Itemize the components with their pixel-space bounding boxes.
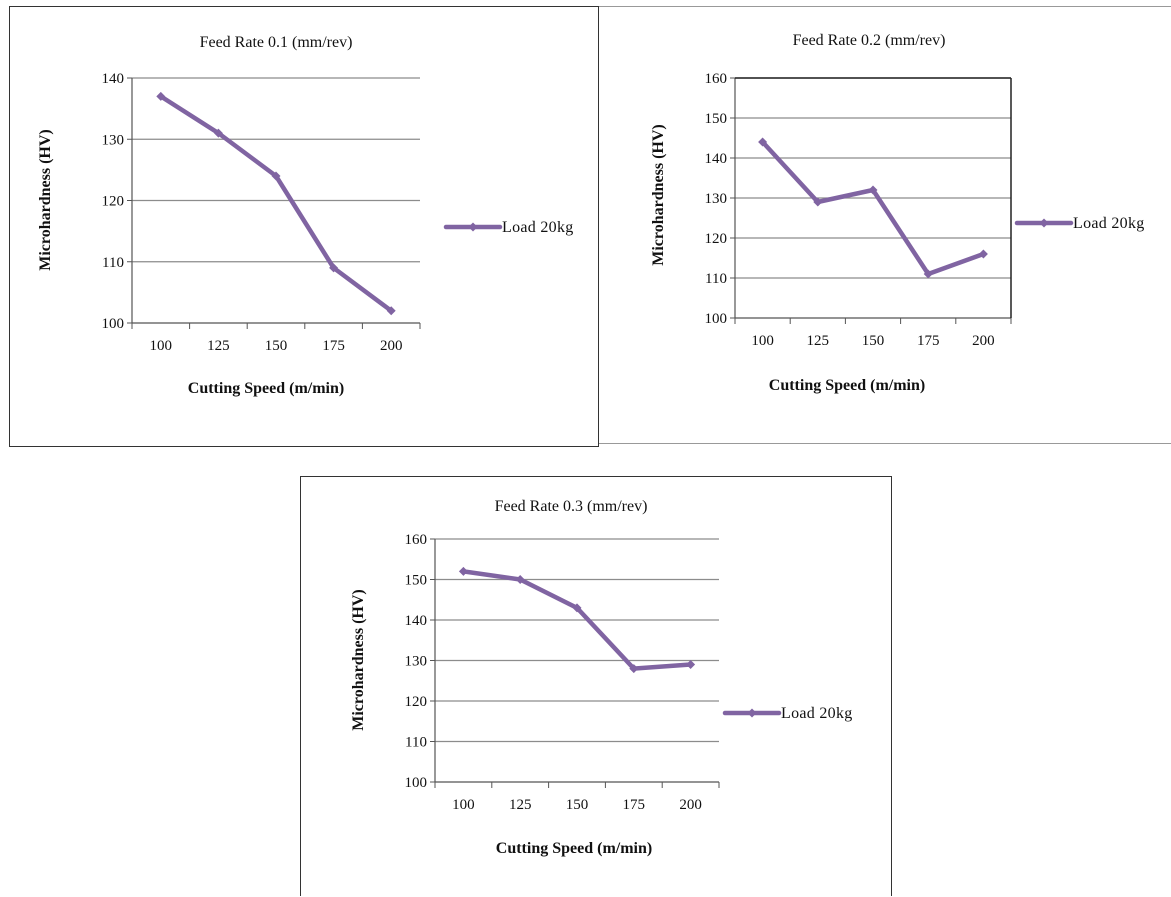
- legend-marker: [468, 222, 478, 232]
- y-tick-label: 140: [405, 613, 428, 629]
- data-point-marker: [515, 575, 525, 584]
- data-point-marker: [813, 197, 823, 207]
- x-tick-label: 100: [150, 338, 173, 354]
- x-tick-label: 200: [972, 333, 995, 349]
- series-line: [158, 94, 394, 313]
- data-point-marker: [868, 185, 878, 195]
- y-axis-title: Microhardness (HV): [350, 589, 367, 730]
- chart-panel-feed-rate-0-2: 100 110 120 130 140 150 160 100 125 150 175 200 Feed…: [599, 6, 1171, 444]
- y-axis-title: Microhardness (HV): [37, 129, 54, 270]
- data-point-marker: [923, 269, 933, 279]
- chart-title: Feed Rate 0.2 (mm/rev): [793, 32, 946, 49]
- x-tick-label: 150: [566, 797, 589, 813]
- data-point-marker: [386, 306, 396, 316]
- x-axis-title: Cutting Speed (m/min): [769, 377, 925, 394]
- legend-label: Load 20kg: [1073, 215, 1145, 232]
- x-tick-label: 100: [751, 333, 774, 349]
- data-point-marker: [629, 664, 639, 674]
- chart-svg: 100 110 120 130 140 150 160 100 125 150 175 200 Feed…: [350, 498, 853, 857]
- x-tick-label: 150: [862, 333, 885, 349]
- chart-title: Feed Rate 0.3 (mm/rev): [495, 498, 648, 515]
- data-point-marker: [156, 91, 166, 101]
- y-tick-label: 110: [405, 735, 427, 751]
- x-tick-label: 200: [380, 338, 403, 354]
- x-tick-label: 125: [807, 333, 830, 349]
- x-tick-label: 175: [322, 338, 345, 354]
- x-axis-title: Cutting Speed (m/min): [496, 840, 652, 857]
- legend-marker: [747, 708, 757, 718]
- legend-label: Load 20kg: [781, 705, 853, 722]
- x-tick-label: 100: [452, 797, 475, 813]
- y-tick-label: 110: [705, 271, 727, 287]
- data-point-marker: [758, 137, 768, 147]
- y-tick-label: 100: [102, 316, 125, 332]
- x-tick-label: 200: [679, 797, 702, 813]
- y-tick-label: 150: [705, 111, 728, 127]
- x-tick-label: 150: [265, 338, 288, 354]
- legend-marker: [1039, 218, 1049, 228]
- data-point-marker: [271, 171, 281, 181]
- chart-panel-feed-rate-0-1: 100 110 120 130 140 100 125 150 175 200 Feed Rate …: [9, 6, 599, 447]
- y-tick-label: 160: [405, 532, 428, 548]
- y-tick-label: 100: [405, 775, 428, 791]
- x-tick-label: 175: [623, 797, 646, 813]
- y-tick-label: 130: [705, 191, 728, 207]
- data-point-marker: [978, 249, 988, 259]
- y-tick-label: 120: [405, 694, 428, 710]
- y-tick-label: 120: [102, 194, 125, 210]
- legend-label: Load 20kg: [502, 219, 574, 236]
- x-tick-label: 175: [917, 333, 940, 349]
- data-point-marker: [686, 660, 696, 670]
- y-tick-label: 140: [102, 71, 125, 87]
- y-tick-label: 130: [102, 132, 125, 148]
- chart-svg: 100 110 120 130 140 100 125 150 175 200 Feed Rate …: [37, 34, 574, 397]
- y-tick-label: 160: [705, 71, 728, 87]
- y-tick-label: 150: [405, 573, 428, 589]
- y-tick-label: 100: [705, 311, 728, 327]
- data-point-marker: [572, 603, 582, 613]
- series-line: [760, 139, 986, 277]
- chart-panel-feed-rate-0-3: 100 110 120 130 140 150 160 100 125 150 175 200 Feed…: [300, 476, 892, 896]
- y-axis-title: Microhardness (HV): [650, 124, 667, 265]
- y-tick-label: 120: [705, 231, 728, 247]
- x-axis-title: Cutting Speed (m/min): [188, 380, 344, 397]
- data-point-marker: [329, 263, 339, 273]
- data-point-marker: [213, 128, 223, 138]
- x-tick-label: 125: [207, 338, 230, 354]
- x-tick-label: 125: [509, 797, 532, 813]
- data-point-marker: [458, 566, 468, 576]
- chart-svg: 100 110 120 130 140 150 160 100 125 150 175 200 Feed…: [650, 32, 1145, 394]
- chart-title: Feed Rate 0.1 (mm/rev): [200, 34, 353, 51]
- y-tick-label: 140: [705, 151, 728, 167]
- y-tick-label: 130: [405, 654, 428, 670]
- y-tick-label: 110: [102, 255, 124, 271]
